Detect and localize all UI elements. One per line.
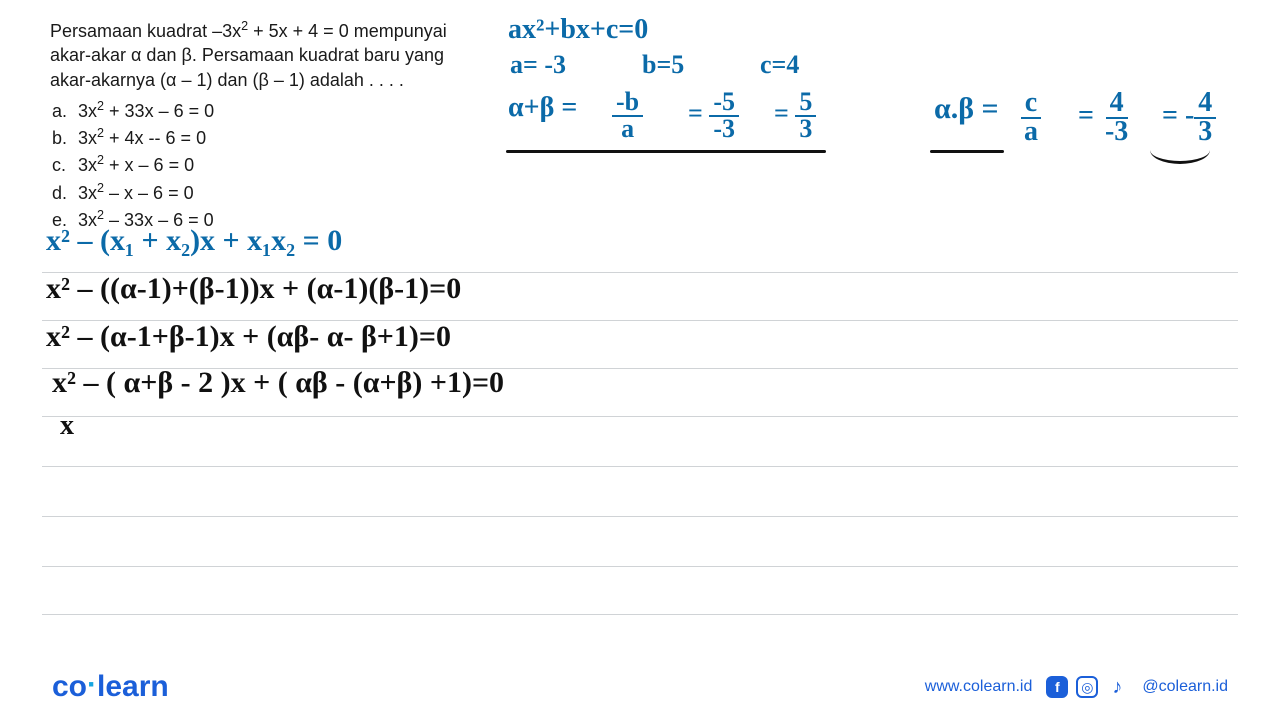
handwriting-a_val: a= -3 — [510, 50, 566, 80]
handwriting-line5: x — [60, 410, 74, 442]
ruled-line — [42, 416, 1238, 417]
website-link[interactable]: www.colearn.id — [925, 678, 1033, 696]
instagram-icon[interactable]: ◎ — [1076, 676, 1098, 698]
handwriting-prod_roots_lhs: α.β = — [934, 92, 999, 126]
logo-dot: · — [87, 668, 97, 702]
stroke-1 — [930, 150, 1004, 153]
handwriting-vieta_line: x² – (x₁ + x₂)x + x₁x₂ = 0 — [46, 224, 342, 258]
handwriting-line4: x² – ( α+β - 2 )x + ( αβ - (α+β) +1)=0 — [52, 366, 504, 400]
problem-block: Persamaan kuadrat –3x2 + 5x + 4 = 0 memp… — [50, 18, 480, 232]
handwriting-sum_roots_lhs: α+β = — [508, 92, 577, 124]
answer-options: a.3x2 + 33x – 6 = 0b.3x2 + 4x -- 6 = 0c.… — [50, 98, 480, 232]
ruled-line — [42, 566, 1238, 567]
footer: co·learn www.colearn.id f ◎ ♪ @colearn.id — [0, 654, 1280, 720]
fraction-f2: = -5-3 — [688, 90, 739, 141]
answer-option: d.3x2 – x – 6 = 0 — [52, 180, 480, 205]
ruled-line — [42, 516, 1238, 517]
ruled-line — [42, 614, 1238, 615]
handwriting-line3: x² – (α-1+β-1)x + (αβ- α- β+1)=0 — [46, 320, 451, 354]
answer-option: b.3x2 + 4x -- 6 = 0 — [52, 125, 480, 150]
fraction-f6: = -43 — [1162, 90, 1216, 145]
handwriting-eq_form: ax²+bx+c=0 — [508, 14, 648, 46]
tiktok-icon[interactable]: ♪ — [1106, 676, 1128, 698]
handwriting-b_val: b=5 — [642, 50, 684, 80]
stroke-2 — [1150, 150, 1210, 164]
stroke-0 — [506, 150, 826, 153]
handwriting-c_val: c=4 — [760, 50, 799, 80]
question-text: Persamaan kuadrat –3x2 + 5x + 4 = 0 memp… — [50, 18, 480, 92]
fraction-f4: ca — [1020, 90, 1042, 145]
logo-part-1: co — [52, 670, 87, 703]
answer-option: c.3x2 + x – 6 = 0 — [52, 152, 480, 177]
social-icons: f ◎ ♪ — [1046, 676, 1128, 698]
fraction-f1: -ba — [612, 90, 643, 141]
handwriting-line2: x² – ((α-1)+(β-1))x + (α-1)(β-1)=0 — [46, 272, 461, 306]
social-handle: @colearn.id — [1142, 678, 1228, 696]
fraction-f5: = 4-3 — [1078, 90, 1132, 145]
ruled-line — [42, 466, 1238, 467]
logo-part-2: learn — [97, 670, 169, 703]
facebook-icon[interactable]: f — [1046, 676, 1068, 698]
answer-option: a.3x2 + 33x – 6 = 0 — [52, 98, 480, 123]
footer-right: www.colearn.id f ◎ ♪ @colearn.id — [925, 676, 1228, 698]
fraction-f3: = 53 — [774, 90, 816, 141]
brand-logo: co·learn — [52, 670, 169, 704]
